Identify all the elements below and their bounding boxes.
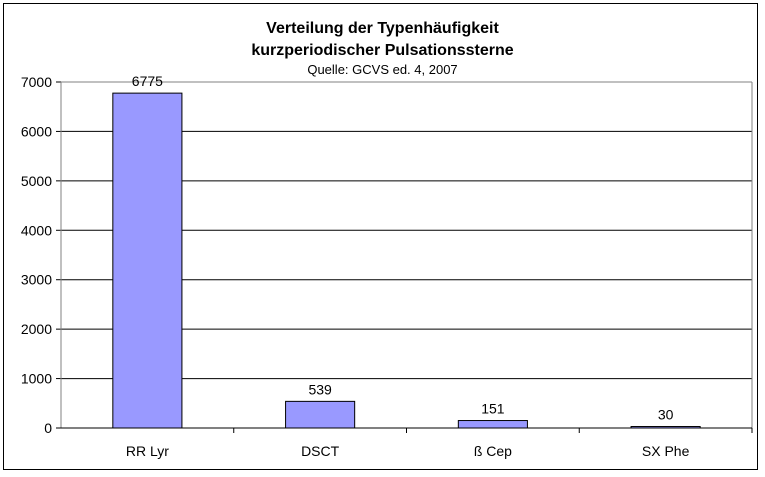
y-tick-label: 4000	[21, 222, 52, 238]
data-labels: 6775 539 151 30	[132, 73, 674, 422]
bar-1	[285, 400, 356, 429]
chart-title-line-2: kurzperiodischer Pulsationssterne	[251, 42, 514, 59]
data-label: 30	[658, 407, 674, 423]
x-tick-label: DSCT	[301, 443, 340, 459]
chart-subtitle: Quelle: GCVS ed. 4, 2007	[307, 62, 458, 77]
y-tick-label: 2000	[21, 321, 52, 337]
y-tick-label: 0	[44, 420, 52, 436]
x-tick-label: ß Cep	[474, 443, 512, 459]
y-tick-label: 1000	[21, 371, 52, 387]
x-tick-labels: RR Lyr DSCT ß Cep SX Phe	[126, 443, 690, 459]
bar-0	[112, 92, 183, 429]
y-tick-label: 5000	[21, 173, 52, 189]
y-tick-label: 3000	[21, 272, 52, 288]
bars	[112, 92, 701, 429]
x-tick-label: RR Lyr	[126, 443, 169, 459]
data-label: 539	[308, 381, 332, 397]
y-tick-labels: 0 1000 2000 3000 4000 5000 6000 7000	[21, 74, 52, 436]
x-tick-label: SX Phe	[642, 443, 690, 459]
y-tick-label: 6000	[21, 123, 52, 139]
chart-title: Verteilung der Typenhäufigkeit	[266, 20, 499, 37]
bar-2	[457, 420, 528, 429]
data-label: 6775	[132, 73, 163, 89]
axes	[56, 81, 753, 433]
data-label: 151	[481, 401, 505, 417]
y-tick-label: 7000	[21, 74, 52, 90]
